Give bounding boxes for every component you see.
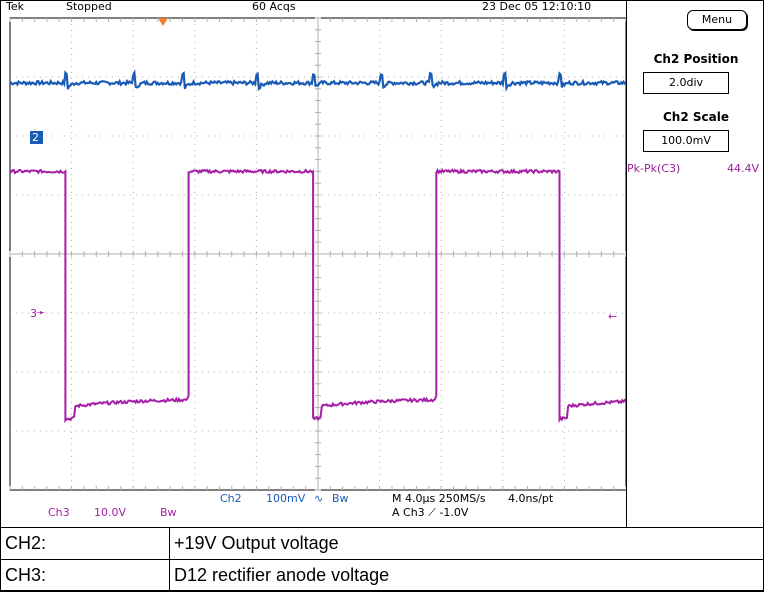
ch3-waveform [9, 167, 626, 424]
channel-legend-table: CH2: +19V Output voltage CH3: D12 rectif… [0, 527, 764, 592]
table-cell-description: +19V Output voltage [169, 527, 764, 560]
ch3-readout-scale: 10.0V [94, 506, 127, 519]
trigger-level-icon: ← [608, 310, 618, 323]
table-row: CH2: +19V Output voltage [0, 527, 764, 560]
ch2-ground-marker: 2 [30, 131, 43, 144]
datetime: 23 Dec 05 12:10:10 [482, 0, 592, 13]
table-cell-description: D12 rectifier anode voltage [169, 559, 764, 592]
position-title: Ch2 Position [653, 52, 739, 66]
ch3-bandwidth: Bw [160, 506, 177, 519]
menu-button[interactable]: Menu [687, 10, 747, 30]
side-menu-panel: Menu Ch2 Position 2.0div Ch2 Scale 100.0… [626, 0, 764, 527]
ch2-readout-label: Ch2 [220, 492, 242, 505]
traces [9, 69, 626, 424]
trigger-readout: A Ch3 ⟋ -1.0V [392, 506, 469, 519]
brand-label: Tek [6, 0, 24, 13]
resolution-readout: 4.0ns/pt [508, 492, 554, 505]
measurement-value: 44.4V [727, 162, 760, 175]
waveform-display [9, 17, 626, 491]
ch2-readout-scale: 100mV [266, 492, 306, 505]
graticule [9, 17, 626, 491]
ch2-waveform [9, 69, 626, 93]
trigger-position-icon [158, 18, 168, 26]
scale-value-box[interactable]: 100.0mV [643, 130, 729, 152]
run-state: Stopped [66, 0, 112, 13]
ch2-bandwidth: Bw [332, 492, 349, 505]
position-value-box[interactable]: 2.0div [643, 72, 729, 94]
table-row: CH3: D12 rectifier anode voltage [0, 559, 764, 592]
acquisitions-count: 60 Acqs [252, 0, 296, 13]
ch3-ground-marker: 3 [30, 307, 37, 320]
measurement-label: Pk-Pk(C3) [627, 162, 681, 175]
table-cell-channel: CH2: [0, 527, 170, 560]
ch2-coupling-icon: ∿ [314, 492, 324, 505]
scale-title: Ch2 Scale [663, 110, 729, 124]
ch3-readout-label: Ch3 [48, 506, 70, 519]
ch3-arrow-icon: ➛ [36, 306, 46, 319]
timebase-readout: M 4.0µs 250MS/s [392, 492, 486, 505]
